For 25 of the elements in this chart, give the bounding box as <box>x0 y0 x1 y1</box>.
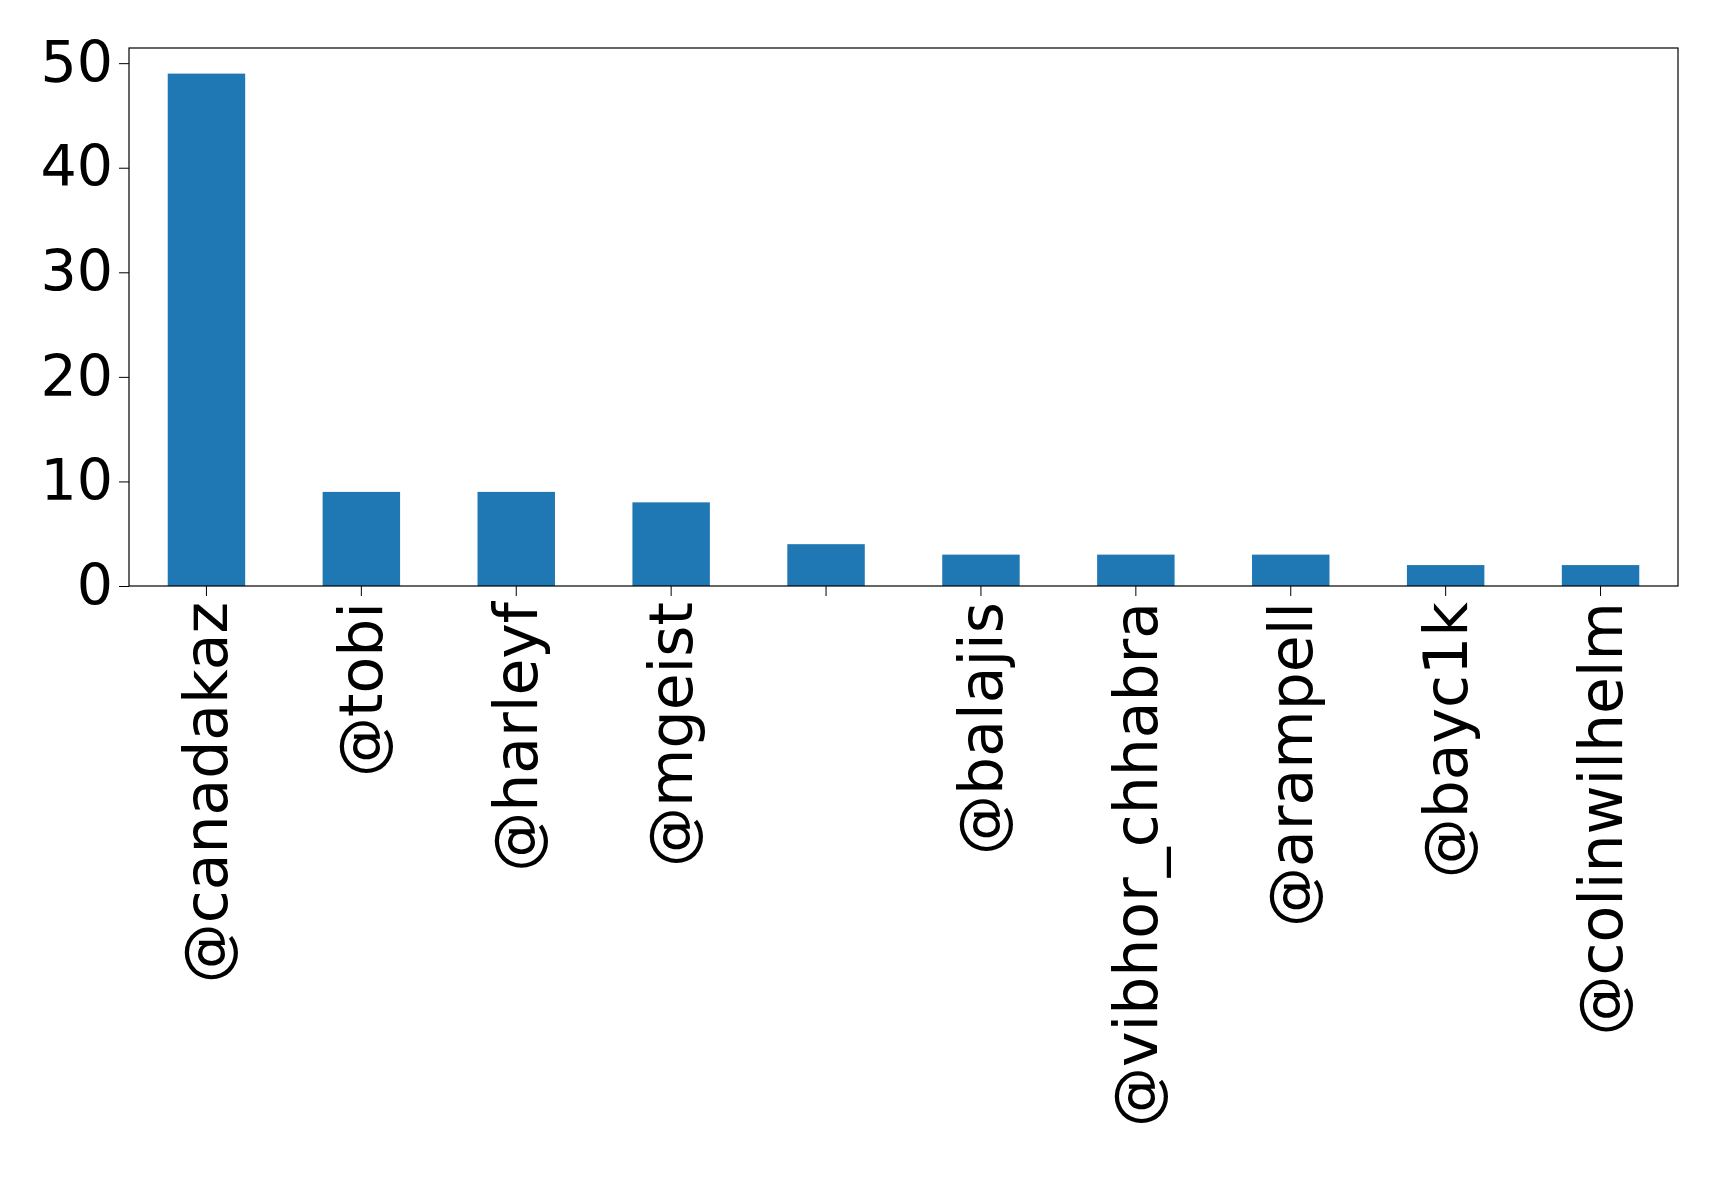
bar <box>632 502 710 586</box>
bar <box>1252 554 1330 586</box>
y-tick-label: 20 <box>40 342 113 409</box>
bar <box>787 544 865 586</box>
x-tick-label: @arampell <box>1255 602 1326 927</box>
x-tick-label: @tobi <box>326 602 397 777</box>
x-tick-label: @mgeist <box>636 602 707 867</box>
x-tick-label: @canadakaz <box>171 602 242 984</box>
bar <box>1561 565 1640 586</box>
bar <box>1097 554 1175 586</box>
x-tick-label: @colinwilhelm <box>1565 602 1636 1036</box>
bar <box>167 73 246 586</box>
y-tick-label: 30 <box>40 238 113 305</box>
bar <box>942 554 1020 586</box>
y-tick-label: 0 <box>76 551 113 618</box>
y-tick-label: 40 <box>40 133 113 200</box>
y-tick-label: 50 <box>40 28 113 95</box>
x-tick-label: @bayc1k <box>1410 601 1481 879</box>
y-tick-label: 10 <box>40 447 113 514</box>
bar <box>1406 565 1485 586</box>
x-tick-label: @vibhor_chhabra <box>1100 602 1171 1127</box>
bar <box>322 491 401 586</box>
x-tick-label: @balajis <box>945 602 1016 855</box>
bar <box>477 491 555 586</box>
x-tick-label: @harleyf <box>481 600 552 872</box>
